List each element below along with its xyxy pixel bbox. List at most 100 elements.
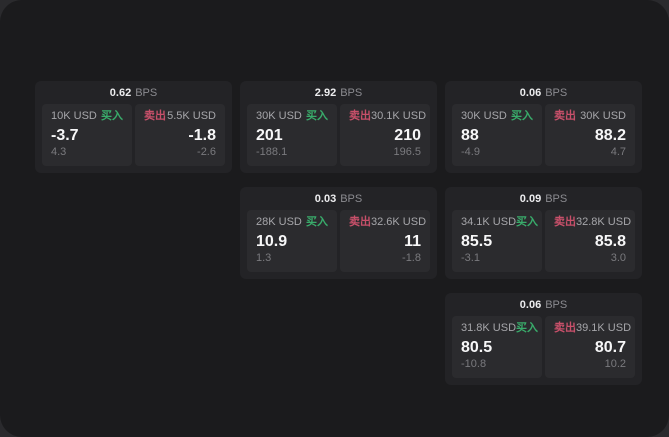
buy-tile-top: 30K USD 买入: [256, 110, 328, 123]
bps-suffix-label: BPS: [545, 298, 568, 311]
quote-card: 0.06 BPS 30K USD 买入 88 -4.9 卖出 30K USD: [445, 81, 642, 173]
sell-delta: 4.7: [610, 146, 626, 158]
quote-grid: 0.62 BPS 10K USD 买入 -3.7 4.3 卖出 5.5K USD: [35, 81, 642, 385]
sell-amount: 30.1K USD: [371, 110, 427, 122]
sell-button[interactable]: 卖出: [554, 216, 576, 228]
sell-button[interactable]: 卖出: [554, 322, 576, 334]
buy-amount: 34.1K USD: [461, 216, 517, 228]
bps-value: 0.06: [519, 86, 542, 99]
bps-suffix-label: BPS: [340, 86, 363, 99]
sell-amount: 30K USD: [580, 110, 626, 122]
bps-suffix-label: BPS: [545, 192, 568, 205]
buy-price: 80.5: [461, 338, 493, 356]
sell-tile-top: 卖出 32.8K USD: [554, 216, 631, 229]
quote-card: 2.92 BPS 30K USD 买入 201 -188.1 卖出 30.1K …: [240, 81, 437, 173]
sell-tile[interactable]: 卖出 5.5K USD -1.8 -2.6: [135, 104, 225, 166]
bps-header: 0.62 BPS: [35, 81, 232, 104]
sell-delta: 10.2: [604, 358, 626, 370]
tiles-row: 30K USD 买入 201 -188.1 卖出 30.1K USD 210 1…: [240, 104, 437, 173]
bps-suffix-label: BPS: [340, 192, 363, 205]
sell-delta: 3.0: [610, 252, 626, 264]
buy-button[interactable]: 买入: [306, 216, 328, 228]
sell-tile-top: 卖出 32.6K USD: [349, 216, 426, 229]
bps-header: 0.03 BPS: [240, 187, 437, 210]
sell-button[interactable]: 卖出: [349, 110, 371, 122]
bps-value: 0.03: [314, 192, 337, 205]
bps-header: 2.92 BPS: [240, 81, 437, 104]
buy-tile-top: 34.1K USD 买入: [461, 216, 538, 229]
quote-card: 0.06 BPS 31.8K USD 买入 80.5 -10.8 卖出 39.1…: [445, 293, 642, 385]
sell-delta: 196.5: [393, 146, 421, 158]
buy-tile-top: 31.8K USD 买入: [461, 322, 538, 335]
sell-tile-top: 卖出 30.1K USD: [349, 110, 426, 123]
sell-delta: -2.6: [197, 146, 216, 158]
buy-tile[interactable]: 30K USD 买入 201 -188.1: [247, 104, 337, 166]
buy-delta: -3.1: [461, 252, 480, 264]
tiles-row: 30K USD 买入 88 -4.9 卖出 30K USD 88.2 4.7: [445, 104, 642, 173]
sell-amount: 5.5K USD: [167, 110, 216, 122]
buy-delta: -188.1: [256, 146, 288, 158]
buy-tile[interactable]: 10K USD 买入 -3.7 4.3: [42, 104, 132, 166]
buy-amount: 30K USD: [461, 110, 507, 122]
buy-button[interactable]: 买入: [511, 110, 533, 122]
sell-amount: 32.8K USD: [576, 216, 632, 228]
tiles-row: 28K USD 买入 10.9 1.3 卖出 32.6K USD 11 -1.8: [240, 210, 437, 279]
buy-delta: 4.3: [51, 146, 67, 158]
buy-button[interactable]: 买入: [101, 110, 123, 122]
sell-button[interactable]: 卖出: [349, 216, 371, 228]
buy-tile-top: 30K USD 买入: [461, 110, 533, 123]
buy-price: 201: [256, 126, 283, 144]
buy-delta: -10.8: [461, 358, 487, 370]
bps-suffix-label: BPS: [545, 86, 568, 99]
sell-tile[interactable]: 卖出 39.1K USD 80.7 10.2: [545, 316, 635, 378]
sell-tile[interactable]: 卖出 30K USD 88.2 4.7: [545, 104, 635, 166]
tiles-row: 31.8K USD 买入 80.5 -10.8 卖出 39.1K USD 80.…: [445, 316, 642, 385]
buy-delta: -4.9: [461, 146, 480, 158]
sell-price: 85.8: [594, 232, 626, 250]
buy-tile-top: 28K USD 买入: [256, 216, 328, 229]
buy-tile[interactable]: 30K USD 买入 88 -4.9: [452, 104, 542, 166]
buy-amount: 28K USD: [256, 216, 302, 228]
buy-price: -3.7: [51, 126, 79, 144]
sell-price: -1.8: [188, 126, 216, 144]
buy-price: 88: [461, 126, 479, 144]
sell-button[interactable]: 卖出: [144, 110, 166, 122]
buy-amount: 10K USD: [51, 110, 97, 122]
sell-delta: -1.8: [402, 252, 421, 264]
buy-button[interactable]: 买入: [306, 110, 328, 122]
quote-card: 0.03 BPS 28K USD 买入 10.9 1.3 卖出 32.6K US…: [240, 187, 437, 279]
buy-delta: 1.3: [256, 252, 272, 264]
bps-header: 0.09 BPS: [445, 187, 642, 210]
sell-price: 80.7: [594, 338, 626, 356]
sell-tile[interactable]: 卖出 30.1K USD 210 196.5: [340, 104, 430, 166]
sell-amount: 32.6K USD: [371, 216, 427, 228]
sell-price: 88.2: [594, 126, 626, 144]
tiles-row: 34.1K USD 买入 85.5 -3.1 卖出 32.8K USD 85.8…: [445, 210, 642, 279]
sell-price: 210: [394, 126, 421, 144]
sell-tile[interactable]: 卖出 32.8K USD 85.8 3.0: [545, 210, 635, 272]
sell-tile-top: 卖出 5.5K USD: [144, 110, 216, 123]
buy-tile-top: 10K USD 买入: [51, 110, 123, 123]
buy-price: 85.5: [461, 232, 493, 250]
bps-suffix-label: BPS: [135, 86, 158, 99]
quote-card: 0.62 BPS 10K USD 买入 -3.7 4.3 卖出 5.5K USD: [35, 81, 232, 173]
buy-button[interactable]: 买入: [516, 322, 539, 334]
bps-header: 0.06 BPS: [445, 293, 642, 316]
buy-button[interactable]: 买入: [516, 216, 539, 228]
sell-button[interactable]: 卖出: [554, 110, 576, 122]
sell-amount: 39.1K USD: [576, 322, 632, 334]
buy-price: 10.9: [256, 232, 288, 250]
sell-tile-top: 卖出 30K USD: [554, 110, 626, 123]
buy-amount: 31.8K USD: [461, 322, 517, 334]
sell-tile[interactable]: 卖出 32.6K USD 11 -1.8: [340, 210, 430, 272]
bps-header: 0.06 BPS: [445, 81, 642, 104]
sell-price: 11: [404, 232, 421, 250]
buy-tile[interactable]: 31.8K USD 买入 80.5 -10.8: [452, 316, 542, 378]
quote-card: 0.09 BPS 34.1K USD 买入 85.5 -3.1 卖出 32.8K…: [445, 187, 642, 279]
bps-value: 0.62: [109, 86, 132, 99]
buy-tile[interactable]: 34.1K USD 买入 85.5 -3.1: [452, 210, 542, 272]
bps-value: 2.92: [314, 86, 337, 99]
buy-tile[interactable]: 28K USD 买入 10.9 1.3: [247, 210, 337, 272]
tiles-row: 10K USD 买入 -3.7 4.3 卖出 5.5K USD -1.8 -2.…: [35, 104, 232, 173]
